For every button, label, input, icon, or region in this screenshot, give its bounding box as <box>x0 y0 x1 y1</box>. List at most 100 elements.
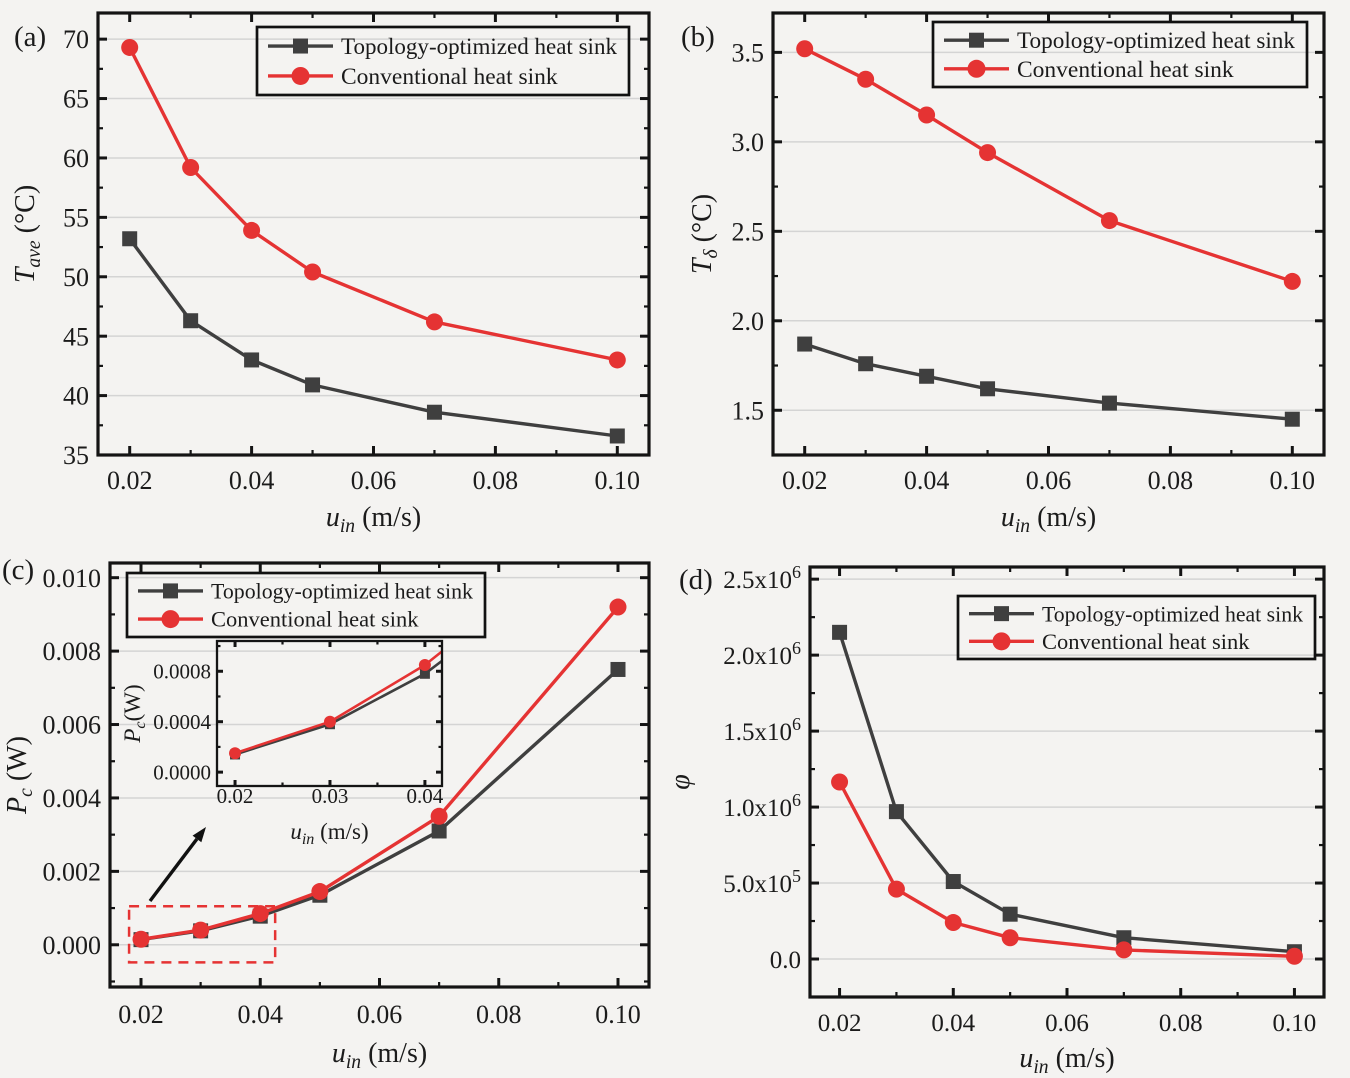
data-point-square <box>426 404 442 420</box>
y-tick-label: 0.004 <box>43 784 102 813</box>
data-point-square <box>797 336 813 352</box>
data-point-square <box>888 804 904 820</box>
x-tick-label: 0.10 <box>595 1000 641 1029</box>
data-point-circle <box>979 144 997 162</box>
x-tick-label: 0.08 <box>1148 466 1194 495</box>
data-point-square <box>122 231 138 247</box>
legend-label: Topology-optimized heat sink <box>341 34 617 60</box>
legend-label: Conventional heat sink <box>211 607 419 632</box>
data-point-circle <box>132 930 150 948</box>
y-tick-label: 3.5 <box>732 38 765 67</box>
zoom-region-box <box>127 904 277 964</box>
series-line <box>234 649 442 755</box>
y-tick-label: 2.0x106 <box>723 638 801 670</box>
legend-box <box>931 20 1309 89</box>
data-point-square <box>1284 411 1300 427</box>
legend-label: Topology-optimized heat sink <box>211 579 474 604</box>
legend-box <box>255 25 631 97</box>
y-tick-label: 70 <box>63 25 89 54</box>
x-tick-label: 0.06 <box>351 466 397 495</box>
x-tick-label: 0.02 <box>107 466 153 495</box>
legend: Topology-optimized heat sink Conventional… <box>931 20 1309 89</box>
series-line <box>234 659 442 756</box>
x-tick-label: 0.02 <box>782 466 828 495</box>
x-tick-label: 0.10 <box>1273 1010 1317 1037</box>
y-tick-label: 60 <box>63 144 89 173</box>
y-tick-label: 2.0 <box>732 307 765 336</box>
x-tick-label: 0.04 <box>238 1000 284 1029</box>
data-point-square <box>1116 930 1132 946</box>
data-point-circle <box>418 658 431 671</box>
y-tick-label: 0.006 <box>43 711 102 740</box>
y-tick-label: 0.0 <box>770 947 801 974</box>
x-axis-title: uin (m/s) <box>1001 502 1096 537</box>
legend-marker-square <box>163 583 178 599</box>
data-point-circle <box>857 70 875 88</box>
y-tick-label: 65 <box>63 85 89 114</box>
data-point-circle <box>609 598 627 616</box>
data-point-square <box>980 381 996 397</box>
y-tick-label: 50 <box>63 263 89 292</box>
legend-marker-circle <box>992 632 1011 651</box>
data-point-circle <box>229 747 242 760</box>
legend-label: Conventional heat sink <box>341 64 558 90</box>
series-conventional <box>831 773 1303 965</box>
data-point-circle <box>243 221 261 239</box>
x-axis-title: uin (m/s) <box>1019 1043 1114 1078</box>
data-point-circle <box>887 880 905 898</box>
y-tick-label: 1.5 <box>732 396 765 425</box>
gridlines <box>98 38 649 397</box>
plot-frame <box>215 639 444 788</box>
panel-b-tdelta-chart: 0.02 0.04 0.06 0.08 0.10 1.5 2.0 2.5 3.0 3.5 uin (… <box>675 0 1350 539</box>
inset-y-tick-label: 0.0004 <box>153 710 211 734</box>
series-topology <box>832 624 1302 960</box>
data-point-square <box>305 377 321 393</box>
gridlines <box>773 51 1324 412</box>
series-line <box>803 47 1293 284</box>
tick-labels: 0.02 0.04 0.06 0.08 0.10 35 40 45 50 55 60 65 70 <box>63 25 640 495</box>
inset-y-axis-title: Pc(W) <box>120 684 149 743</box>
data-point-circle <box>831 773 849 791</box>
y-tick-label: 40 <box>63 382 89 411</box>
panel-a-tave-chart: 0.02 0.04 0.06 0.08 0.10 35 40 45 50 55 60 65 70 uin … <box>0 0 675 539</box>
series-conventional <box>229 649 442 760</box>
x-tick-label: 0.04 <box>229 466 275 495</box>
data-point-circle <box>304 263 322 281</box>
x-axis-title: uin (m/s) <box>326 502 421 537</box>
y-tick-label: 45 <box>63 322 89 351</box>
data-point-circle <box>251 905 269 923</box>
panel-label: (b) <box>681 21 715 53</box>
inset-x-tick-label: 0.04 <box>407 784 444 808</box>
series-layer <box>831 624 1303 965</box>
tick-labels: 0.02 0.04 0.06 0.08 0.10 0.0 5.0x105 1.0x106 1.5… <box>723 562 1316 1037</box>
panel-label: (c) <box>2 554 34 586</box>
data-point-circle <box>608 351 626 369</box>
x-tick-label: 0.08 <box>476 1000 522 1029</box>
axes <box>96 11 651 457</box>
y-axis-title: φ <box>675 774 696 790</box>
data-point-square <box>609 428 625 444</box>
tick-labels: 0.02 0.04 0.06 0.08 0.10 1.5 2.0 2.5 3.0 3.5 <box>732 38 1316 495</box>
axes <box>108 561 651 989</box>
data-point-circle <box>1283 272 1301 290</box>
data-point-circle <box>1285 947 1303 965</box>
y-tick-label: 3.0 <box>732 128 765 157</box>
y-tick-label: 35 <box>63 441 89 470</box>
legend-box <box>956 594 1317 661</box>
series-conventional <box>132 598 627 948</box>
data-point-square <box>431 823 447 839</box>
legend-marker-circle <box>161 610 180 629</box>
data-point-square <box>183 313 199 329</box>
x-tick-label: 0.06 <box>1026 466 1072 495</box>
series-line <box>838 781 1295 958</box>
data-point-square <box>1101 395 1117 411</box>
tick-labels: 0.02 0.04 0.06 0.08 0.10 0.000 0.002 0.004 0.006… <box>43 564 641 1029</box>
legend-box <box>125 571 487 639</box>
gridlines <box>110 576 649 946</box>
x-tick-label: 0.02 <box>818 1010 862 1037</box>
y-tick-label: 55 <box>63 203 89 232</box>
series-topology <box>797 336 1300 427</box>
x-tick-label: 0.06 <box>357 1000 403 1029</box>
legend: Topology-optimized heat sink Conventional… <box>255 25 631 97</box>
data-point-square <box>610 661 626 677</box>
